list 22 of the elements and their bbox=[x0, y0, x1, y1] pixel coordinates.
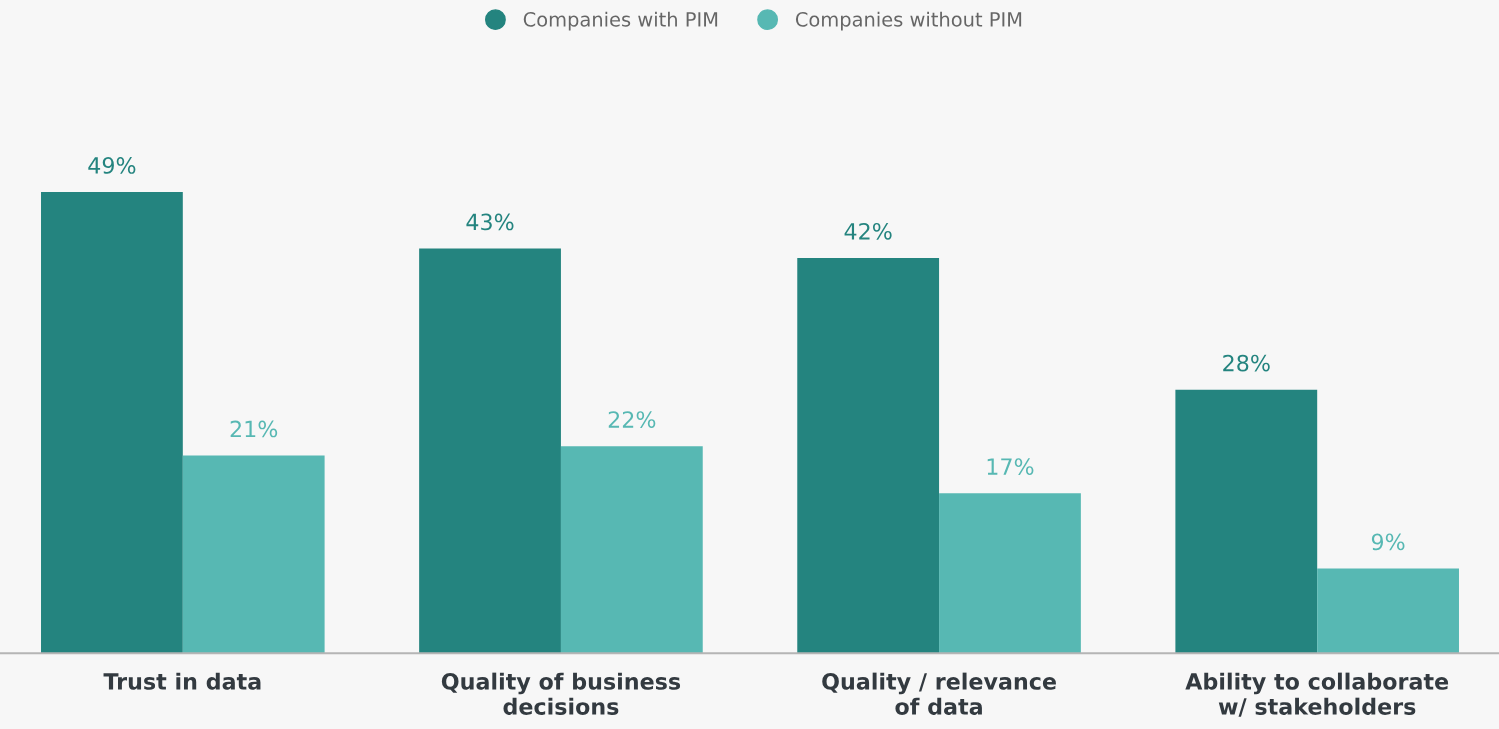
data-label: 17% bbox=[987, 458, 1034, 475]
bar bbox=[182, 455, 325, 654]
x-tick-label: Ability to collaborate w/ stakeholders bbox=[1185, 672, 1449, 717]
data-label: 49% bbox=[88, 157, 136, 174]
data-label: 28% bbox=[1223, 354, 1270, 372]
bar bbox=[560, 446, 703, 654]
bar bbox=[419, 248, 561, 654]
bar bbox=[41, 192, 183, 654]
x-tick-label: Quality of business decisions bbox=[441, 672, 681, 715]
bar bbox=[939, 493, 1081, 654]
bar bbox=[1317, 568, 1459, 654]
x-tick-label: Trust in data bbox=[103, 672, 261, 690]
bar bbox=[797, 257, 940, 654]
data-label: 22% bbox=[608, 411, 656, 428]
legend-label: Companies without PIM bbox=[795, 11, 1022, 31]
data-label: 21% bbox=[230, 420, 278, 438]
legend-label: Companies with PIM bbox=[523, 11, 718, 31]
bar bbox=[1175, 389, 1318, 654]
data-label: 42% bbox=[844, 222, 892, 240]
data-label: 9% bbox=[1371, 533, 1405, 551]
x-tick-label: Quality / relevance of data bbox=[822, 672, 1056, 715]
data-label: 43% bbox=[466, 213, 514, 231]
